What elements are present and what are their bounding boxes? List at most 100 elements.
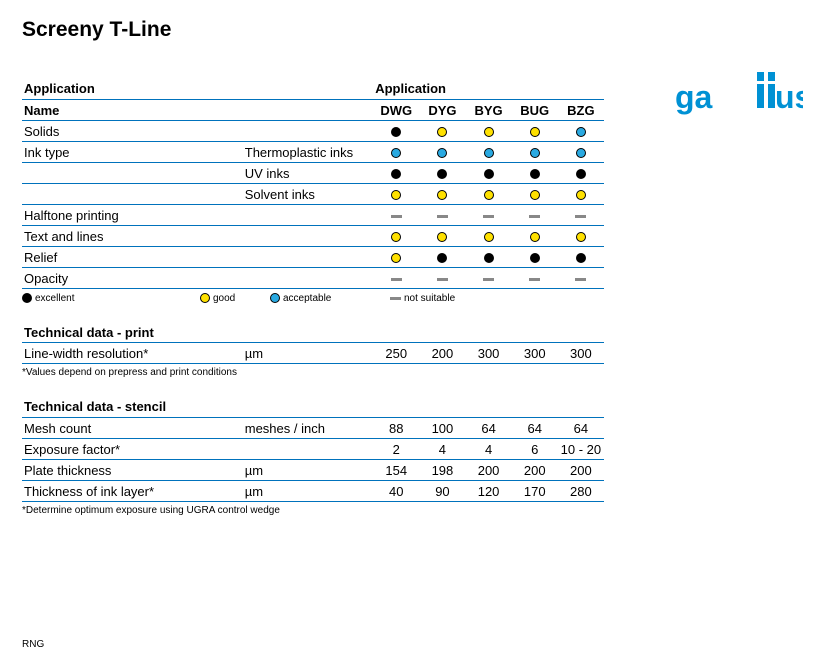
row-name: Mesh count xyxy=(22,417,243,438)
row-val: 300 xyxy=(466,343,512,364)
page-title: Screeny T-Line xyxy=(22,18,809,42)
rating-good xyxy=(530,190,540,200)
rating-good xyxy=(484,190,494,200)
row-name: Thickness of ink layer* xyxy=(22,480,243,501)
row-val: 250 xyxy=(373,343,419,364)
row-val: 200 xyxy=(419,343,465,364)
row-val: 6 xyxy=(512,438,558,459)
tech-print-table: Technical data - print Line-width resolu… xyxy=(22,322,604,365)
row-val xyxy=(512,183,558,204)
table-row: Halftone printing xyxy=(22,204,604,225)
application-table: Application Application Name DWG DYG BYG… xyxy=(22,78,604,289)
row-val xyxy=(466,204,512,225)
name-label: Name xyxy=(22,99,243,120)
svg-text:ga: ga xyxy=(675,79,713,115)
row-val xyxy=(419,225,465,246)
rating-ns xyxy=(529,278,540,281)
rating-ns xyxy=(575,278,586,281)
row-unit: µm xyxy=(243,343,373,364)
row-val xyxy=(373,267,419,288)
row-val: 4 xyxy=(466,438,512,459)
row-val xyxy=(558,204,604,225)
legend-good-dot xyxy=(200,293,210,303)
row-name: Text and lines xyxy=(22,225,243,246)
row-sub xyxy=(243,120,373,141)
rating-good xyxy=(484,232,494,242)
row-val xyxy=(558,246,604,267)
row-val xyxy=(512,141,558,162)
rating-good xyxy=(530,127,540,137)
tech-stencil-title: Technical data - stencil xyxy=(22,396,604,417)
rating-ns xyxy=(437,278,448,281)
row-val xyxy=(419,204,465,225)
rating-good xyxy=(576,190,586,200)
table-row: Solids xyxy=(22,120,604,141)
row-val xyxy=(466,225,512,246)
rating-excellent xyxy=(576,253,586,263)
row-val: 64 xyxy=(558,417,604,438)
row-name: Opacity xyxy=(22,267,243,288)
table-row: Text and lines xyxy=(22,225,604,246)
rating-acceptable xyxy=(576,148,586,158)
row-sub xyxy=(243,204,373,225)
row-val: 200 xyxy=(558,459,604,480)
row-val xyxy=(558,120,604,141)
row-val: 170 xyxy=(512,480,558,501)
row-val xyxy=(373,204,419,225)
rating-excellent xyxy=(484,169,494,179)
rating-excellent xyxy=(530,253,540,263)
rating-ns xyxy=(483,278,494,281)
rating-excellent xyxy=(391,127,401,137)
row-val xyxy=(419,246,465,267)
rating-excellent xyxy=(391,169,401,179)
row-val: 64 xyxy=(512,417,558,438)
rating-acceptable xyxy=(530,148,540,158)
row-val: 280 xyxy=(558,480,604,501)
row-sub xyxy=(243,246,373,267)
rating-excellent xyxy=(530,169,540,179)
row-val xyxy=(558,162,604,183)
row-val: 40 xyxy=(373,480,419,501)
row-val xyxy=(466,267,512,288)
rating-good xyxy=(391,232,401,242)
row-name: Plate thickness xyxy=(22,459,243,480)
row-val xyxy=(512,246,558,267)
row-sub: Solvent inks xyxy=(243,183,373,204)
row-name: Exposure factor* xyxy=(22,438,243,459)
rating-good xyxy=(437,127,447,137)
table-row: Line-width resolution*µm250200300300300 xyxy=(22,343,604,364)
row-name xyxy=(22,183,243,204)
row-name: Ink type xyxy=(22,141,243,162)
rating-legend: excellent good acceptable not suitable xyxy=(22,289,809,322)
rating-excellent xyxy=(576,169,586,179)
legend-acceptable-label: acceptable xyxy=(283,293,331,304)
row-val: 200 xyxy=(466,459,512,480)
tech-print-footnote: *Values depend on prepress and print con… xyxy=(22,364,809,396)
row-val xyxy=(512,162,558,183)
table-row: UV inks xyxy=(22,162,604,183)
row-val: 2 xyxy=(373,438,419,459)
row-name xyxy=(22,162,243,183)
row-unit: µm xyxy=(243,480,373,501)
table-row: Exposure factor*244610 - 20 xyxy=(22,438,604,459)
rating-ns xyxy=(391,215,402,218)
row-val: 90 xyxy=(419,480,465,501)
col-bug: BUG xyxy=(512,99,558,120)
row-val: 100 xyxy=(419,417,465,438)
row-val xyxy=(558,183,604,204)
tech-stencil-footnote: *Determine optimum exposure using UGRA c… xyxy=(22,502,809,534)
table-row: Plate thicknessµm154198200200200 xyxy=(22,459,604,480)
rating-good xyxy=(576,232,586,242)
table-row: Mesh countmeshes / inch88100646464 xyxy=(22,417,604,438)
row-sub xyxy=(243,225,373,246)
legend-excellent-dot xyxy=(22,293,32,303)
row-val xyxy=(466,141,512,162)
row-val xyxy=(373,120,419,141)
row-val xyxy=(512,225,558,246)
row-unit: meshes / inch xyxy=(243,417,373,438)
row-val xyxy=(466,246,512,267)
row-val: 200 xyxy=(512,459,558,480)
rating-excellent xyxy=(484,253,494,263)
row-val xyxy=(373,183,419,204)
row-val: 198 xyxy=(419,459,465,480)
